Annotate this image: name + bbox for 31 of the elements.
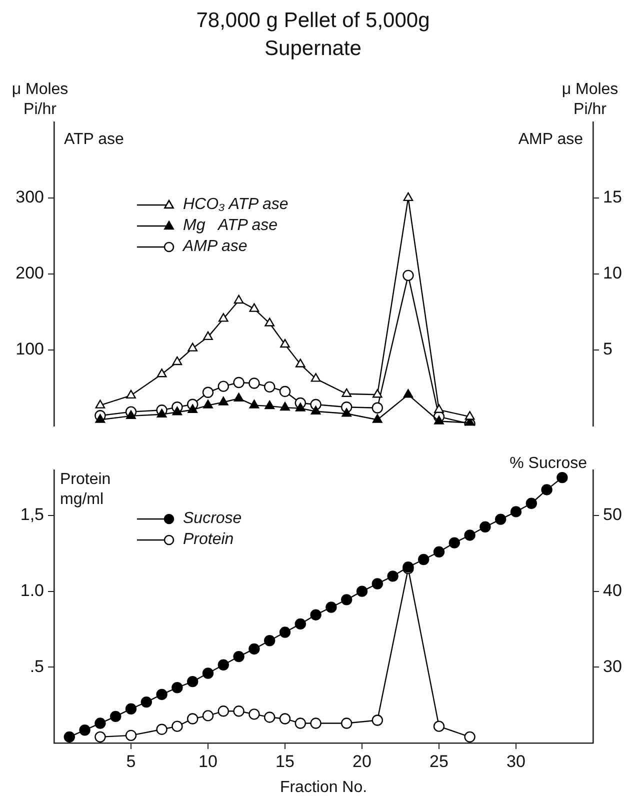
x-tick-label: 15 [276,752,294,771]
x-tick-label: 30 [506,752,526,771]
y-tick-label: 1,5 [20,505,44,524]
legend-label: HCO₃ ATP ase [183,196,288,214]
x-tick-label: 25 [430,752,448,771]
legend-label: Mg ATP ase [183,216,278,234]
annotation: AMP ase [518,131,584,148]
legend-label: AMP ase [183,238,248,256]
annotation: ATP ase [64,131,124,148]
y2-tick-label: 5 [603,340,612,359]
chart-title: 78,000 g Pellet of 5,000g Supernate [195,8,431,62]
y2-tick-label: 50 [603,505,622,524]
x-tick-label: 10 [198,752,218,771]
y2-tick-label: 10 [603,264,622,283]
y2-tick-label: 40 [603,581,622,600]
y-tick-label: .5 [30,656,44,676]
legend-label: Protein [183,530,234,548]
y-tick-label: 300 [16,188,44,207]
x-tick-label: 20 [352,752,372,771]
y-axis-title: μ Moles Pi/hr [12,81,68,118]
y2-axis-title: μ Moles Pi/hr [562,81,618,118]
y2-tick-label: 15 [603,188,622,207]
y-tick-label: 200 [16,264,44,283]
y-axis-title: Protein mg/ml [60,471,111,508]
x-tick-label: 5 [126,752,136,771]
y-tick-label: 1.0 [20,581,44,600]
y-tick-label: 100 [16,340,44,359]
y2-axis-title: % Sucrose [510,455,588,472]
y2-tick-label: 30 [603,656,622,676]
legend-label: Sucrose [183,510,242,528]
x-axis-title: Fraction No. [280,779,368,796]
